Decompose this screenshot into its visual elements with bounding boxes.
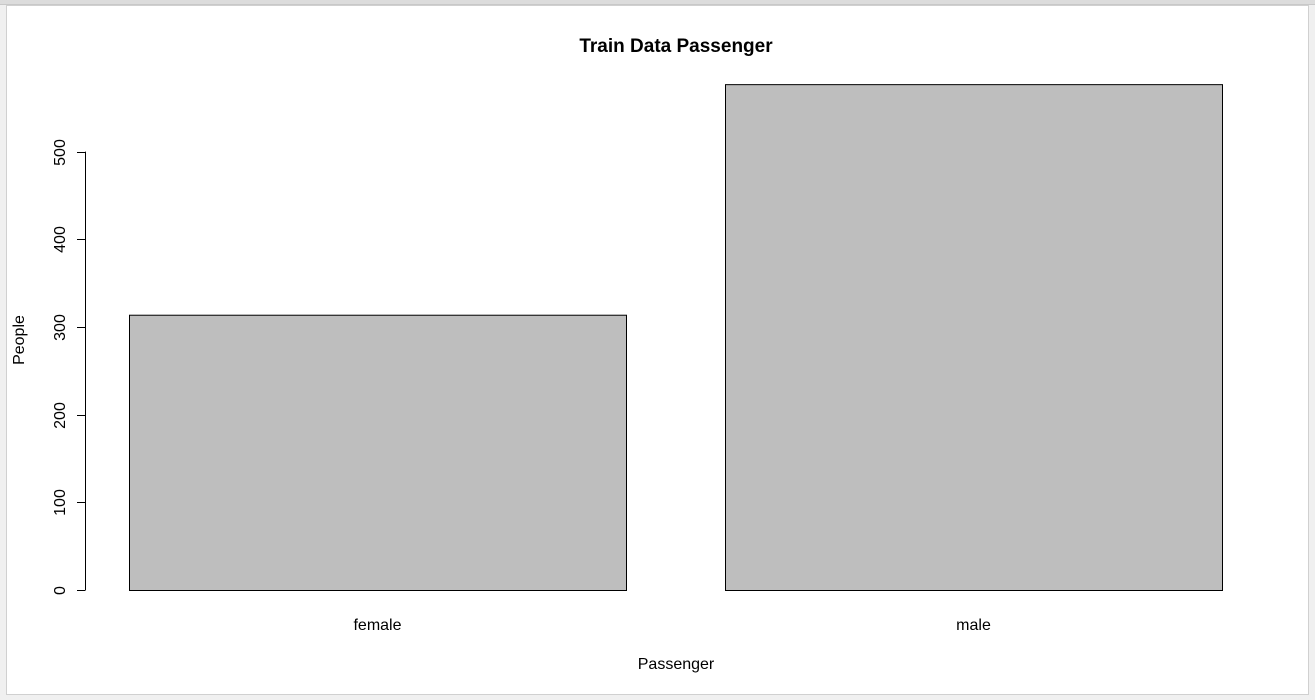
y-tick-label: 400 — [52, 226, 69, 253]
x-tick-label: female — [353, 617, 401, 634]
y-tick-label: 100 — [52, 489, 69, 516]
y-tick-label: 300 — [52, 314, 69, 341]
toolbar-strip — [0, 0, 1315, 5]
y-tick-label: 500 — [52, 139, 69, 166]
chart-title: Train Data Passenger — [579, 36, 773, 57]
x-axis: female male — [353, 617, 990, 634]
bar-chart: Train Data Passenger 0 100 200 300 400 500 fe… — [11, 36, 1223, 673]
bar-female — [129, 314, 627, 591]
bar-male — [725, 84, 1223, 591]
y-axis: 0 100 200 300 400 500 — [52, 139, 86, 595]
y-tick-label: 0 — [52, 586, 69, 595]
y-tick-label: 200 — [52, 402, 69, 429]
x-tick-label: male — [956, 617, 991, 634]
x-axis-label: Passenger — [638, 656, 715, 673]
plot-panel: Train Data Passenger 0 100 200 300 400 500 fe… — [6, 5, 1309, 695]
y-axis-label: People — [11, 315, 28, 365]
plot-area — [129, 84, 1223, 591]
